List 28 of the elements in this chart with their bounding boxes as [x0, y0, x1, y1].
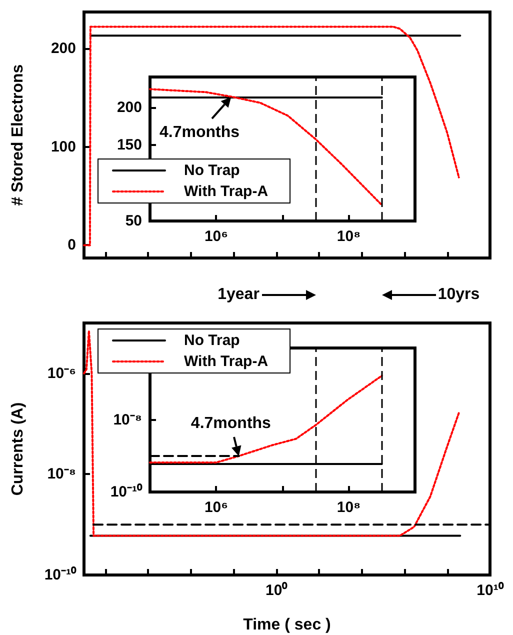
x-tick-label: 10⁶: [204, 499, 228, 516]
annotation: 4.7months: [160, 124, 240, 142]
text: 1year: [218, 286, 260, 304]
x-tick-label: 10⁰: [265, 581, 288, 599]
y-tick-label: 100: [50, 138, 76, 156]
x-tick-label: 10⁶: [204, 228, 228, 245]
legend-label: No Trap: [184, 162, 240, 179]
x-tick-label: 10⁸: [336, 228, 361, 245]
x-tick-label: 10¹⁰: [476, 581, 504, 599]
legend-label: With Trap-A: [184, 353, 268, 370]
y-tick-label: 10⁻⁶: [47, 364, 76, 382]
text: 10yrs: [438, 286, 480, 304]
y-tick-label: 200: [116, 98, 142, 116]
y-tick-label: 50: [125, 212, 142, 230]
y-tick-label: 0: [68, 236, 76, 254]
y-axis-title: Currents (A): [10, 402, 26, 496]
y-tick-label: 150: [116, 136, 142, 154]
y-axis-title: # Stored Electrons: [10, 64, 26, 206]
y-tick-label: 10⁻⁸: [113, 412, 142, 428]
x-tick-label: 10⁸: [336, 499, 361, 516]
legend-label: No Trap: [184, 332, 240, 349]
y-tick-label: 10⁻⁸: [47, 466, 76, 483]
annotation: 4.7months: [190, 415, 271, 433]
legend-label: With Trap-A: [184, 183, 268, 200]
y-tick-label: 10⁻¹⁰: [44, 566, 77, 584]
y-tick-label: 200: [50, 40, 76, 57]
x-axis-title: Time ( sec ): [243, 616, 331, 634]
y-tick-label: 10⁻¹⁰: [110, 482, 143, 500]
